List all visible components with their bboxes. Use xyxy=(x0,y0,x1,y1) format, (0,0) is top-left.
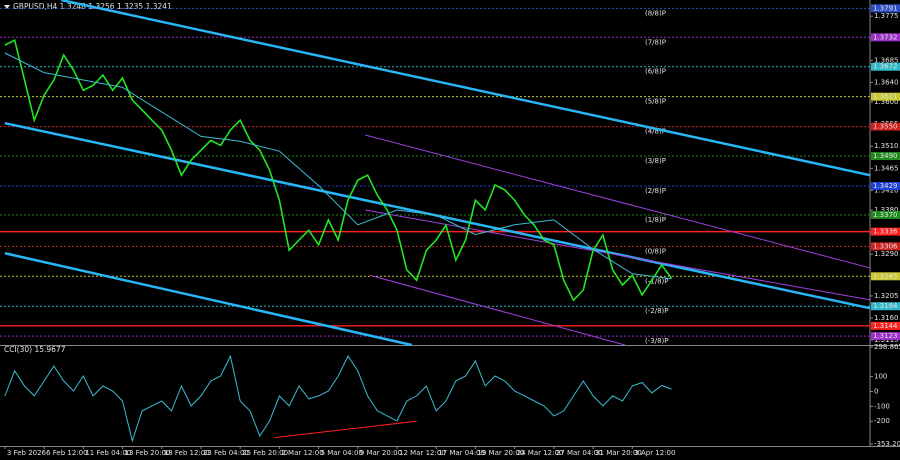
level-label: 1.3611 xyxy=(873,93,898,101)
x-tick-label: 17 Mar 04:00 xyxy=(438,449,485,457)
x-tick-label: 9 Mar 20:00 xyxy=(360,449,402,457)
y-tick-label: 298.8655 xyxy=(874,343,900,351)
level-box xyxy=(871,152,900,161)
level-mark: (-1/8)P xyxy=(645,277,668,285)
y-tick-label: 1.3160 xyxy=(874,314,899,322)
y-tick-label: 0 xyxy=(874,387,878,395)
y-tick-label: 1.3775 xyxy=(874,12,899,20)
x-tick-label: 3 Apr 12:00 xyxy=(634,449,675,457)
level-box xyxy=(871,122,900,131)
level-mark: (7/8)P xyxy=(645,38,666,46)
level-mark: (4/8)P xyxy=(645,128,666,136)
x-tick-label: 13 Feb 20:00 xyxy=(125,449,171,457)
level-label: 1.3550 xyxy=(873,123,898,131)
level-box xyxy=(871,33,900,42)
y-tick-label: 1.3600 xyxy=(874,98,899,106)
level-mark: (-3/8)P xyxy=(645,337,668,345)
series-line xyxy=(4,52,672,280)
y-tick-label: 1.3640 xyxy=(874,78,899,86)
y-tick-label: -200 xyxy=(874,417,890,425)
level-label: 1.3144 xyxy=(873,322,898,330)
level-mark: (2/8)P xyxy=(645,187,666,195)
x-tick-label: 24 Mar 12:00 xyxy=(517,449,564,457)
x-tick-label: 2 Mar 12:00 xyxy=(281,449,323,457)
level-box xyxy=(871,62,900,71)
level-box xyxy=(871,321,900,330)
x-tick-label: 11 Feb 04:00 xyxy=(85,449,131,457)
x-tick-label: 6 Feb 12:00 xyxy=(46,449,87,457)
level-label: 1.3245 xyxy=(873,272,898,280)
level-mark: (8/8)P xyxy=(645,9,666,17)
level-label: 1.3429 xyxy=(873,182,898,190)
indicator-title: CCI(30) 15.9677 xyxy=(4,345,66,354)
y-tick-label: 1.3205 xyxy=(874,292,899,300)
trend-line xyxy=(4,252,412,347)
y-tick-label: 1.3380 xyxy=(874,206,899,214)
level-box xyxy=(871,272,900,281)
x-tick-label: 27 Mar 04:00 xyxy=(556,449,603,457)
level-label: 1.3184 xyxy=(873,302,898,310)
level-box xyxy=(871,181,900,190)
trend-line xyxy=(365,134,871,269)
x-tick-label: 23 Feb 04:00 xyxy=(203,449,249,457)
trend-line xyxy=(274,420,417,439)
level-label: 1.3123 xyxy=(873,332,898,340)
y-tick-label: 1.3685 xyxy=(874,56,899,64)
y-tick-label: -100 xyxy=(874,402,890,410)
level-box xyxy=(871,92,900,101)
y-tick-label: -353.207 xyxy=(874,440,900,448)
x-tick-label: 5 Mar 04:00 xyxy=(321,449,363,457)
x-tick-label: 18 Feb 12:00 xyxy=(164,449,210,457)
level-label: 1.3490 xyxy=(873,152,898,160)
x-tick-label: 3 Feb 2026 xyxy=(7,449,47,457)
level-label: 1.3732 xyxy=(873,33,898,41)
trend-line xyxy=(369,274,626,346)
level-mark: (-2/8)P xyxy=(645,307,668,315)
x-tick-label: 25 Feb 20:00 xyxy=(242,449,288,457)
level-label: 1.3306 xyxy=(873,242,898,250)
trend-line xyxy=(61,0,871,177)
level-label: 1.3370 xyxy=(873,211,898,219)
level-box xyxy=(871,242,900,251)
x-tick-label: 31 Mar 20:00 xyxy=(595,449,642,457)
x-tick-label: 12 Mar 12:00 xyxy=(399,449,446,457)
level-label: 1.3672 xyxy=(873,63,898,71)
series-line xyxy=(4,354,672,443)
level-box xyxy=(871,302,900,311)
level-box xyxy=(871,4,900,13)
level-label: 1.3336 xyxy=(873,228,898,236)
level-box xyxy=(871,227,900,236)
y-tick-label: 1.3290 xyxy=(874,250,899,258)
level-mark: (0/8)P xyxy=(645,247,666,255)
y-tick-label: 1.3510 xyxy=(874,142,899,150)
y-tick-label: 100 xyxy=(874,373,887,381)
level-mark: (1/8)P xyxy=(645,216,666,224)
level-mark: (5/8)P xyxy=(645,98,666,106)
menu-arrow[interactable] xyxy=(4,5,10,9)
y-tick-label: 1.3465 xyxy=(874,164,899,172)
level-box xyxy=(871,332,900,341)
level-mark: (3/8)P xyxy=(645,157,666,165)
x-tick-label: 19 Mar 20:00 xyxy=(477,449,524,457)
level-label: 1.3791 xyxy=(873,4,898,12)
level-mark: (6/8)P xyxy=(645,68,666,76)
trend-line xyxy=(365,209,871,301)
y-tick-label: 1.3420 xyxy=(874,186,899,194)
level-box xyxy=(871,210,900,219)
